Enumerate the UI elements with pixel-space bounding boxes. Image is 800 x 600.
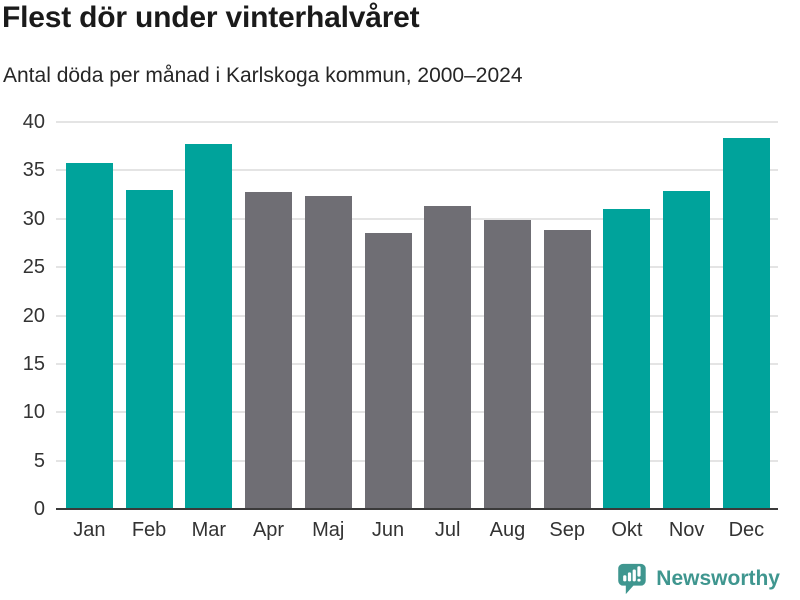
y-tick-label-5: 5 (33, 449, 45, 472)
y-tick-label-20: 20 (22, 304, 45, 327)
x-tick-label-nov: Nov (668, 519, 705, 541)
y-tick-label-35: 35 (22, 159, 45, 182)
gridline-5 (56, 459, 778, 462)
x-tick-label-apr: Apr (252, 519, 285, 541)
bar-okt (603, 209, 651, 509)
brand-footer: Newsworthy (615, 561, 780, 597)
x-tick-label-dec: Dec (728, 519, 765, 541)
bar-jul (424, 206, 472, 509)
newsworthy-logo-icon (618, 563, 647, 595)
gridline-40 (56, 121, 778, 123)
bar-jan (65, 162, 113, 509)
y-tick-label-40: 40 (22, 111, 45, 133)
x-tick-label-jan: Jan (73, 519, 106, 541)
bar-jun (364, 233, 412, 509)
gridline-30 (56, 217, 778, 220)
x-tick-label-jun: Jun (371, 519, 405, 541)
gridline-15 (56, 362, 778, 365)
x-axis-line (56, 508, 778, 510)
bar-dec (722, 138, 770, 509)
bar-feb (125, 189, 173, 509)
gridline-25 (56, 266, 778, 269)
gridline-10 (56, 411, 778, 414)
x-tick-label-maj: Maj (312, 519, 345, 541)
bar-sep (543, 230, 591, 509)
bar-nov (663, 190, 711, 509)
chart-subtitle: Antal döda per månad i Karlskoga kommun,… (3, 64, 523, 87)
x-tick-label-okt: Okt (611, 519, 643, 541)
gridline-20 (56, 314, 778, 317)
x-tick-label-aug: Aug (489, 519, 526, 541)
y-tick-label-15: 15 (22, 352, 45, 375)
y-tick-label-30: 30 (22, 207, 45, 230)
gridline-35 (56, 169, 778, 172)
chart-title: Flest dör under vinterhalvåret (2, 1, 420, 34)
y-tick-label-10: 10 (22, 401, 45, 424)
x-tick-label-feb: Feb (131, 519, 167, 541)
bar-mar (185, 144, 233, 509)
x-tick-label-sep: Sep (549, 519, 585, 541)
y-tick-label-0: 0 (33, 498, 45, 520)
bar-apr (245, 191, 293, 509)
x-tick-label-mar: Mar (191, 519, 227, 541)
bar-maj (304, 195, 352, 509)
bar-aug (483, 219, 531, 509)
x-tick-label-jul: Jul (434, 519, 461, 541)
y-tick-label-25: 25 (22, 256, 45, 279)
brand-name: Newsworthy (656, 567, 780, 590)
